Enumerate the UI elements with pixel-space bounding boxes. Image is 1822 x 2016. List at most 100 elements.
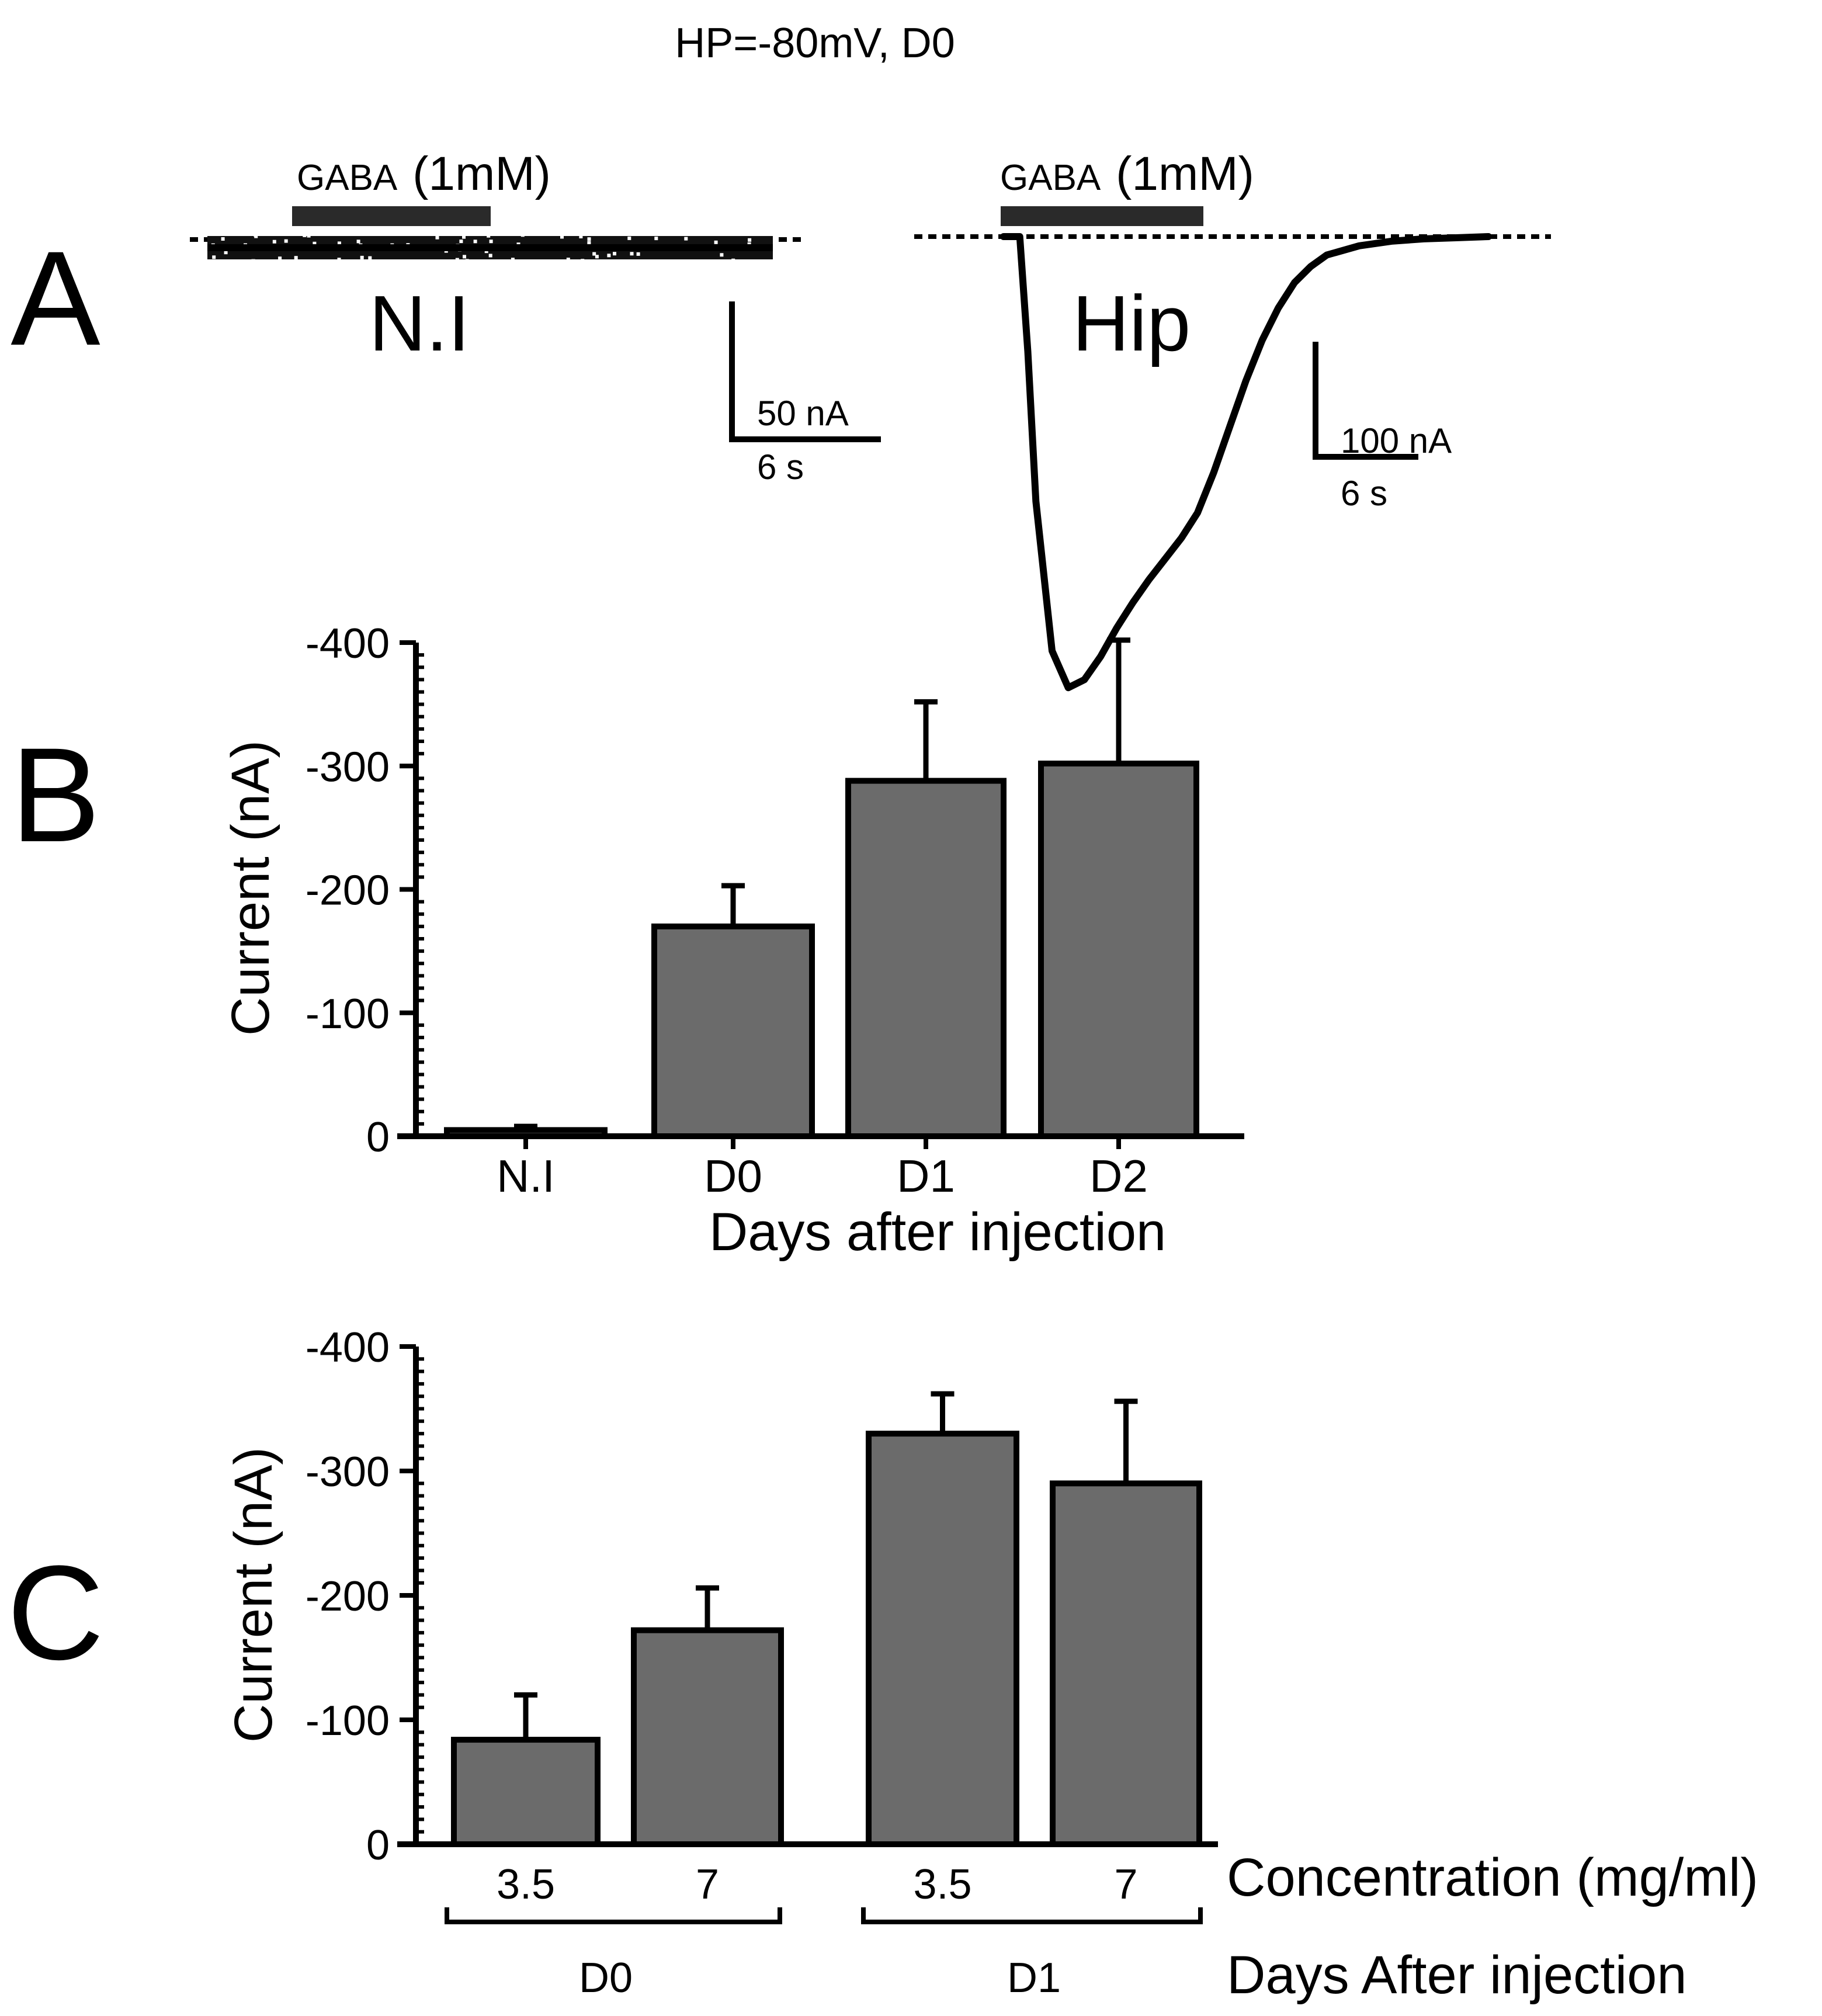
c-ytick-label: -400 (306, 1324, 390, 1371)
trace-ni-speck (212, 255, 216, 259)
trace-ni-speck (337, 241, 341, 245)
trace-ni-speck (275, 259, 279, 263)
trace-ni-speck (221, 237, 225, 241)
trace-ni-speck (284, 239, 288, 243)
trace-ni-speck (463, 255, 466, 259)
trace-hip-label: Hip (1073, 279, 1191, 367)
trace-ni-speck (484, 249, 488, 254)
trace-ni-speck (654, 237, 658, 241)
trace-ni-speck (466, 262, 470, 266)
trace-ni-speck (398, 261, 402, 265)
b-minor-ticks (416, 653, 424, 1126)
c-bars (451, 1431, 1202, 1848)
c-xtick-label: 7 (696, 1861, 719, 1908)
c-bracket-d1 (861, 1907, 1203, 1924)
trace-ni-label: N.I (369, 279, 470, 367)
c-xtick-label: 3.5 (913, 1861, 971, 1908)
trace-ni-speck (360, 255, 364, 259)
b-bar (1038, 761, 1199, 1139)
trace-ni-speck (613, 252, 616, 256)
trace-ni-speck (607, 254, 611, 258)
trace-ni-speck (356, 240, 360, 244)
trace-ni-speck (720, 253, 724, 257)
b-error-bars (514, 637, 1130, 1130)
b-xtick-label: N.I (497, 1150, 555, 1202)
trace-ni-speck (587, 237, 591, 241)
trace-ni-speck (579, 235, 583, 238)
trace-ni-speck (307, 234, 311, 238)
trace-ni-speck (560, 235, 564, 239)
scale-bar-hip-time: 6 s (1341, 474, 1387, 513)
panel-b: 0 -100 -200 -300 -400 N.I D0 D1 D2 Days after i… (221, 620, 1244, 1262)
c-group-label-d0: D0 (579, 1955, 633, 2001)
trace-ni-speck (251, 259, 255, 263)
trace-ni-speck (337, 258, 341, 262)
c-bracket-d0 (445, 1907, 782, 1924)
trace-ni-speck (254, 234, 258, 238)
panel-letter-a: A (11, 223, 100, 373)
scale-bar-ni-time: 6 s (757, 447, 804, 487)
gaba-application-bar-ni (292, 206, 491, 226)
b-bars (444, 761, 1199, 1139)
trace-ni-speck (272, 240, 276, 244)
b-x-tick-labels: N.I D0 D1 D2 (497, 1136, 1148, 1202)
c-y-axis-label: Current (nA) (224, 1447, 283, 1743)
b-yticks: 0 -100 -200 -300 -400 (306, 620, 416, 1161)
trace-ni-speck (731, 258, 735, 262)
trace-ni-speck (465, 259, 469, 263)
c-bar (631, 1627, 784, 1847)
c-ytick-label: 0 (366, 1822, 390, 1869)
gaba-label-hip-text: GABA (1000, 158, 1101, 198)
c-xtick-label: 3.5 (497, 1861, 555, 1908)
trace-ni-speck (738, 262, 742, 266)
c-ytick-label: -200 (306, 1573, 390, 1620)
trace-ni-speck (313, 241, 317, 245)
c-minor-ticks (416, 1357, 424, 1834)
trace-ni-speck (278, 256, 282, 261)
c-error-bars (514, 1391, 1138, 1740)
c-ytick-label: -300 (306, 1449, 390, 1495)
b-ytick-label: -400 (306, 620, 390, 667)
trace-ni-speck (303, 262, 307, 266)
trace-ni-speck (358, 261, 362, 265)
trace-ni-speck (303, 233, 307, 237)
trace-hip (1000, 233, 1492, 692)
b-ytick-label: 0 (366, 1114, 390, 1161)
trace-ni-speck (587, 241, 591, 245)
trace-ni-speck (224, 251, 228, 255)
panel-letter-c: C (7, 1538, 104, 1688)
trace-ni-speck (592, 252, 596, 256)
gaba-label-hip: GABA (1mM) (1000, 147, 1254, 200)
trace-ni-speck (595, 255, 599, 259)
gaba-application-bar-hip (1001, 206, 1203, 226)
c-bar (866, 1431, 1019, 1848)
trace-ni-speck (473, 240, 477, 244)
scale-bar-ni-current: 50 nA (757, 394, 849, 433)
c-yticks: 0 -100 -200 -300 -400 (306, 1324, 416, 1869)
trace-ni-speck (459, 240, 463, 244)
trace-ni-speck (684, 237, 688, 241)
trace-ni-speck (435, 235, 439, 240)
c-xtick-label: 7 (1114, 1861, 1137, 1908)
trace-ni-speck (455, 258, 459, 262)
c-group-label-d1: D1 (1007, 1955, 1061, 2001)
trace-ni-speck (294, 256, 298, 260)
b-ytick-label: -100 (306, 991, 390, 1038)
trace-ni-speck (515, 262, 519, 266)
b-ytick-label: -300 (306, 744, 390, 790)
trace-ni-speck (511, 258, 515, 262)
trace-ni-speck (512, 260, 516, 264)
scale-bar-hip-current: 100 nA (1341, 421, 1452, 460)
b-xtick-label: D0 (704, 1150, 762, 1202)
trace-ni-speck (489, 240, 493, 244)
trace-ni-speck (748, 238, 752, 242)
gaba-label-ni-text: GABA (297, 158, 398, 198)
trace-ni-speck (342, 259, 346, 263)
c-x-axis-label: Concentration (mg/ml) (1227, 1848, 1758, 1907)
trace-ni-speck (566, 258, 570, 262)
c-x-tick-labels: 3.5 7 3.5 7 (497, 1861, 1138, 1908)
b-ytick-label: -200 (306, 868, 390, 914)
gaba-label-ni: GABA (1mM) (297, 147, 551, 200)
panel-a: GABA (1mM) N.I 50 nA 6 s GABA (1mM) Hip … (190, 147, 1551, 692)
